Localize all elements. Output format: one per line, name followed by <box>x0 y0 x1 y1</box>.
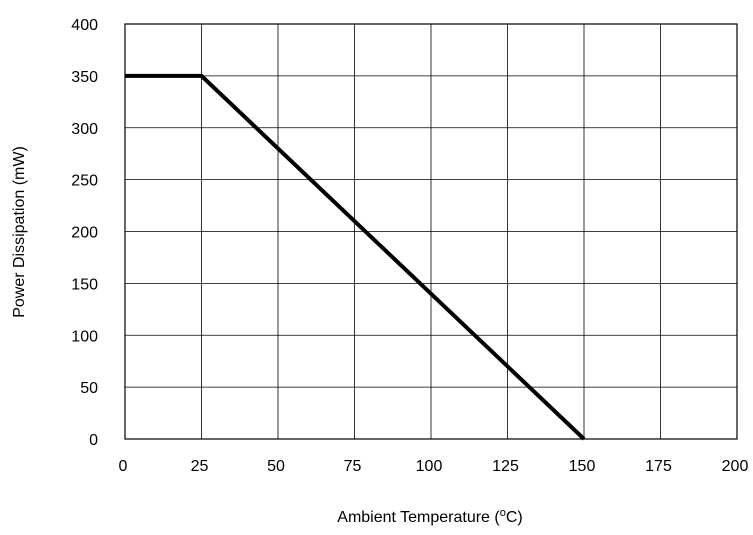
y-tick-label: 0 <box>89 432 98 449</box>
x-tick-label: 50 <box>267 458 285 475</box>
x-axis-title-superscript: o <box>500 507 506 519</box>
grid-lines <box>125 24 737 439</box>
y-tick-label: 250 <box>71 173 98 190</box>
y-tick-label: 150 <box>71 276 98 293</box>
x-tick-label: 25 <box>191 458 209 475</box>
x-axis-title-tail: C) <box>506 509 523 526</box>
y-tick-label: 50 <box>80 380 98 397</box>
x-tick-label: 175 <box>645 458 672 475</box>
x-tick-label: 200 <box>722 458 749 475</box>
x-tick-label: 125 <box>492 458 519 475</box>
x-tick-label: 150 <box>569 458 596 475</box>
y-tick-label: 400 <box>71 17 98 34</box>
x-tick-label: 0 <box>119 458 128 475</box>
x-tick-label: 75 <box>344 458 362 475</box>
x-axis-title: Ambient Temperature (oC) <box>337 507 522 526</box>
y-tick-label: 200 <box>71 225 98 242</box>
x-tick-labels: 0 25 50 75 100 125 150 175 200 <box>119 458 749 475</box>
plot-frame <box>124 23 738 440</box>
x-tick-label: 100 <box>416 458 443 475</box>
x-axis-title-main: Ambient Temperature ( <box>337 509 500 526</box>
series-line <box>125 73 586 441</box>
y-axis-title: Power Dissipation (mW) <box>11 146 28 318</box>
y-tick-label: 350 <box>71 69 98 86</box>
series-layer <box>125 73 586 441</box>
y-tick-label: 300 <box>71 121 98 138</box>
y-tick-labels: 0 50 100 150 200 250 300 350 400 <box>71 17 98 449</box>
y-tick-label: 100 <box>71 328 98 345</box>
